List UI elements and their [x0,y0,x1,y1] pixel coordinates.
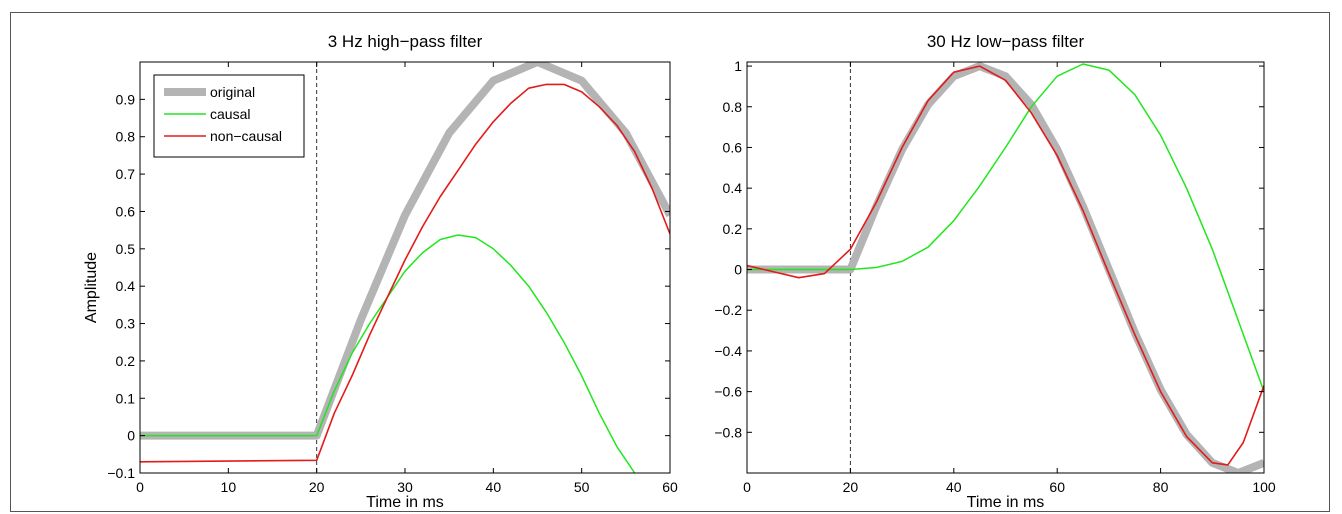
y-tick-label: 0.7 [116,166,136,182]
x-axis-label: Time in ms [967,494,1045,511]
x-tick-label: 10 [221,479,237,495]
figure-frame [10,12,1330,512]
y-tick-label: 0.2 [116,353,136,369]
x-tick-label: 60 [662,479,678,495]
series-line-3 [747,65,1264,466]
y-tick-label: 0.1 [116,390,136,406]
series-group [747,62,1264,473]
series-line-1 [747,62,1264,473]
series-line-2 [747,63,1264,392]
series-group [140,62,670,473]
y-tick-label: 0 [127,428,135,444]
y-tick-label: 0.5 [116,241,136,257]
y-tick-label: −0.6 [714,384,742,400]
x-tick-label: 60 [1049,479,1065,495]
legend-label: non−causal [210,128,282,144]
y-tick-label: −0.8 [714,424,742,440]
legend-label: original [210,84,255,100]
legend: original causal non−causal [153,74,305,158]
y-tick-label: 0.2 [723,221,743,237]
y-tick-label: 0.9 [116,91,136,107]
x-tick-label: 20 [309,479,325,495]
series-line-3 [140,83,670,463]
series-line-1 [140,62,670,440]
x-axis-label: Time in ms [366,494,444,511]
y-tick-label: 0.8 [723,99,743,115]
x-tick-label: 100 [1252,479,1276,495]
y-tick-label: 0.8 [116,129,136,145]
y-tick-label: 1 [734,58,742,74]
y-tick-label: 0.4 [723,180,743,196]
x-tick-label: 50 [574,479,590,495]
axes-box [746,61,1265,474]
x-tick-label: 40 [486,479,502,495]
legend-label: causal [210,106,250,122]
y-tick-label: 0.4 [116,278,136,294]
y-tick-label: −0.2 [714,302,742,318]
series-line-2 [140,234,636,473]
y-tick-label: 0.6 [116,203,136,219]
x-tick-label: 80 [1153,479,1169,495]
y-tick-label: 0.6 [723,139,743,155]
x-tick-label: 30 [397,479,413,495]
x-tick-label: 0 [136,479,144,495]
panel-2: 30 Hz low−pass filter 0 20 40 60 80 100 −0.8 −0.… [714,32,1276,511]
y-tick-label: 0.3 [116,316,136,332]
x-tick-label: 0 [743,479,751,495]
chart-title: 3 Hz high−pass filter [328,32,483,51]
y-tick-label: 0 [734,262,742,278]
y-axis-label: Amplitude [83,252,100,323]
chart-title: 30 Hz low−pass filter [927,32,1085,51]
x-tick-label: 20 [843,479,859,495]
y-tick-label: −0.1 [107,465,135,481]
y-tick-label: −0.4 [714,343,742,359]
x-tick-label: 40 [946,479,962,495]
